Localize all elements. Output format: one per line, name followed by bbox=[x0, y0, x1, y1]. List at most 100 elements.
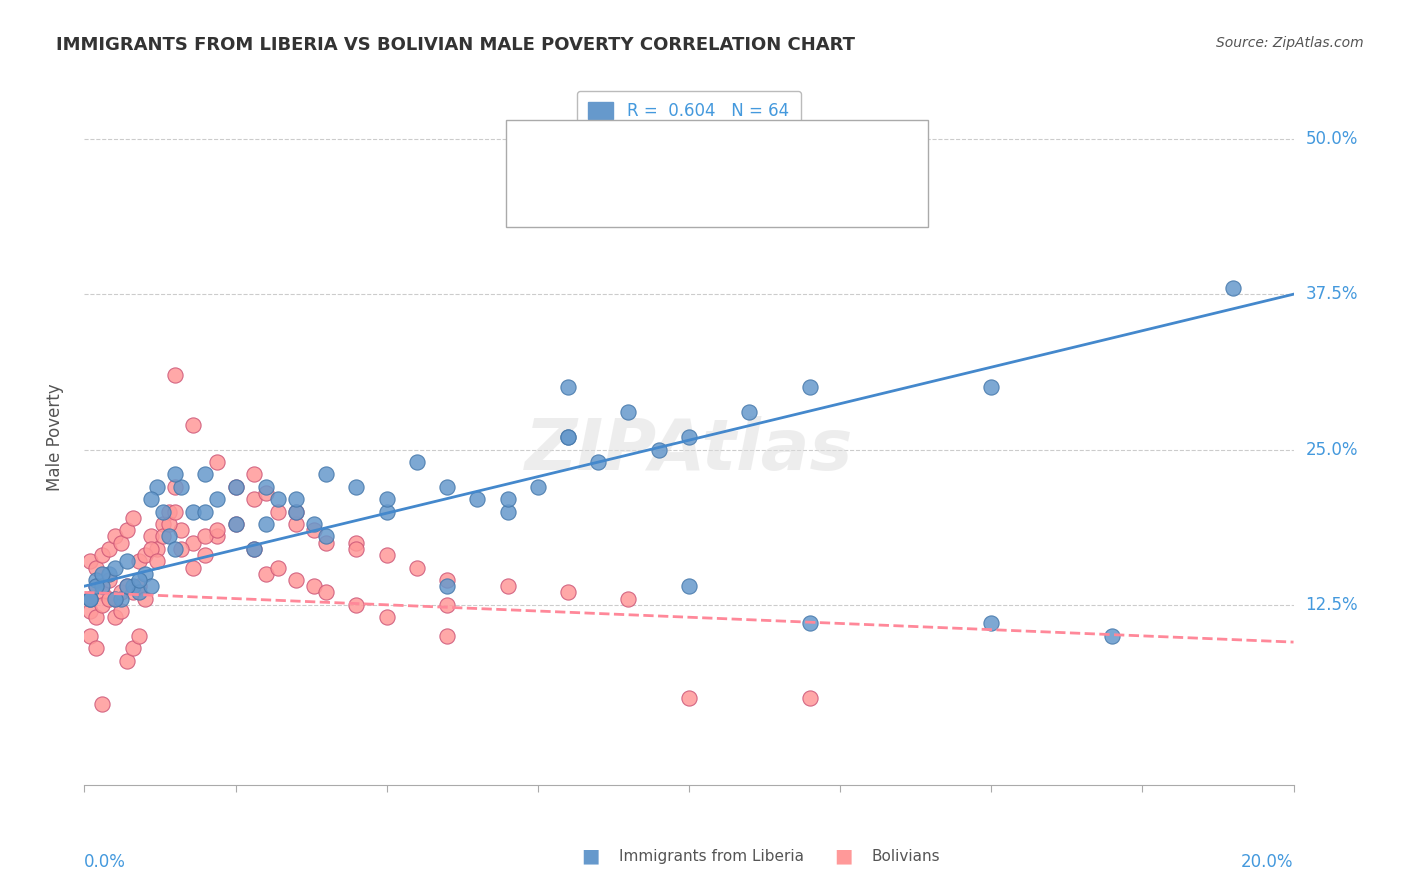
Text: 25.0%: 25.0% bbox=[1306, 441, 1358, 458]
Text: Bolivians: Bolivians bbox=[872, 849, 941, 863]
Point bbox=[436, 579, 458, 593]
Point bbox=[128, 629, 150, 643]
Point bbox=[139, 579, 162, 593]
Point bbox=[163, 541, 186, 556]
Point bbox=[467, 492, 489, 507]
Point bbox=[284, 516, 308, 531]
Point bbox=[315, 529, 337, 543]
Point bbox=[225, 480, 247, 494]
Point bbox=[170, 523, 193, 537]
Point bbox=[97, 573, 120, 587]
Point bbox=[315, 585, 337, 599]
Point bbox=[557, 585, 579, 599]
Point bbox=[152, 516, 174, 531]
Point bbox=[254, 480, 277, 494]
Point bbox=[139, 529, 162, 543]
Point bbox=[617, 405, 640, 419]
Point bbox=[980, 380, 1002, 394]
Text: Immigrants from Liberia: Immigrants from Liberia bbox=[619, 849, 804, 863]
Point bbox=[799, 380, 821, 394]
Point bbox=[284, 505, 308, 519]
Point bbox=[104, 529, 127, 543]
Text: ZIPAtlas: ZIPAtlas bbox=[524, 417, 853, 485]
Y-axis label: Male Poverty: Male Poverty bbox=[45, 384, 63, 491]
Point bbox=[115, 579, 138, 593]
Point bbox=[91, 579, 114, 593]
Point bbox=[284, 505, 308, 519]
Point bbox=[97, 591, 120, 606]
Text: 12.5%: 12.5% bbox=[1306, 596, 1358, 614]
Point bbox=[302, 523, 325, 537]
Point bbox=[79, 554, 101, 568]
Point bbox=[375, 492, 398, 507]
Point bbox=[110, 535, 132, 549]
Point bbox=[225, 516, 247, 531]
Point bbox=[115, 654, 138, 668]
Point bbox=[91, 548, 114, 562]
Point bbox=[267, 492, 290, 507]
Point bbox=[157, 516, 180, 531]
Point bbox=[86, 579, 108, 593]
Point bbox=[678, 579, 700, 593]
Point bbox=[254, 486, 277, 500]
Point bbox=[980, 616, 1002, 631]
Point bbox=[157, 505, 180, 519]
Point bbox=[163, 467, 186, 482]
Point bbox=[436, 629, 458, 643]
Point bbox=[115, 554, 138, 568]
Point bbox=[181, 417, 204, 432]
Point bbox=[181, 535, 204, 549]
Point bbox=[86, 641, 108, 656]
Point bbox=[254, 566, 277, 581]
Point bbox=[128, 579, 150, 593]
Point bbox=[121, 585, 143, 599]
Point bbox=[436, 598, 458, 612]
Point bbox=[557, 430, 579, 444]
Point bbox=[315, 467, 337, 482]
Point bbox=[79, 591, 101, 606]
Point bbox=[134, 591, 156, 606]
Text: ■: ■ bbox=[834, 847, 853, 866]
Legend: R =  0.604   N = 64, R = -0.076   N = 83: R = 0.604 N = 64, R = -0.076 N = 83 bbox=[576, 91, 801, 159]
Point bbox=[194, 505, 217, 519]
Point bbox=[302, 579, 325, 593]
Point bbox=[207, 523, 229, 537]
Point bbox=[104, 610, 127, 624]
Point bbox=[557, 430, 579, 444]
Point bbox=[170, 541, 193, 556]
Point bbox=[134, 548, 156, 562]
Point bbox=[104, 591, 127, 606]
Point bbox=[91, 585, 114, 599]
Point bbox=[86, 573, 108, 587]
Point bbox=[79, 629, 101, 643]
Point bbox=[146, 554, 169, 568]
Point bbox=[267, 505, 290, 519]
Point bbox=[375, 610, 398, 624]
Point bbox=[315, 535, 337, 549]
Point bbox=[128, 585, 150, 599]
Point bbox=[526, 480, 548, 494]
Point bbox=[121, 641, 143, 656]
Point bbox=[163, 505, 186, 519]
Point bbox=[146, 541, 169, 556]
Point bbox=[738, 405, 761, 419]
Point bbox=[436, 480, 458, 494]
Text: Source: ZipAtlas.com: Source: ZipAtlas.com bbox=[1216, 36, 1364, 50]
Text: ■: ■ bbox=[581, 847, 600, 866]
Point bbox=[242, 541, 264, 556]
Point bbox=[163, 480, 186, 494]
Point bbox=[207, 529, 229, 543]
Point bbox=[181, 560, 204, 574]
Point bbox=[110, 585, 132, 599]
Point bbox=[617, 591, 640, 606]
Point bbox=[194, 529, 217, 543]
Point bbox=[799, 616, 821, 631]
Point bbox=[110, 604, 132, 618]
Point bbox=[194, 467, 217, 482]
Point bbox=[254, 516, 277, 531]
Point bbox=[647, 442, 671, 457]
Point bbox=[194, 548, 217, 562]
Point bbox=[146, 480, 169, 494]
Point bbox=[79, 591, 101, 606]
Text: 0.0%: 0.0% bbox=[84, 854, 127, 871]
